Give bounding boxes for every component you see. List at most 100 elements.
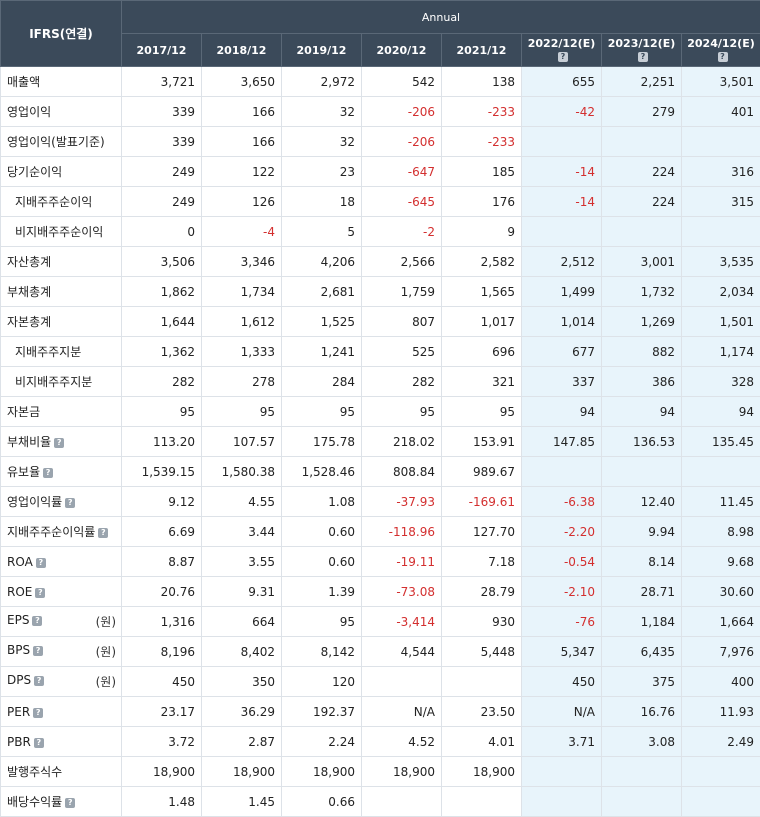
row-header: ROE? [1, 577, 122, 607]
value-cell: 1.39 [282, 577, 362, 607]
value-cell: 8,402 [202, 637, 282, 667]
value-cell [522, 787, 602, 817]
help-icon[interactable]: ? [43, 468, 53, 478]
value-cell: 224 [602, 157, 682, 187]
value-cell: 4.52 [362, 727, 442, 757]
value-cell: 6.69 [122, 517, 202, 547]
year-header-5: 2022/12(E)? [522, 34, 602, 67]
help-icon[interactable]: ? [718, 52, 728, 62]
value-cell: 655 [522, 67, 602, 97]
value-cell: 2.87 [202, 727, 282, 757]
value-cell: 1,184 [602, 607, 682, 637]
value-cell: 279 [602, 97, 682, 127]
value-cell [442, 667, 522, 697]
value-cell: 2.49 [682, 727, 760, 757]
value-cell: 375 [602, 667, 682, 697]
help-icon[interactable]: ? [54, 438, 64, 448]
value-cell: 4,206 [282, 247, 362, 277]
value-cell: 328 [682, 367, 760, 397]
value-cell: 8,142 [282, 637, 362, 667]
value-cell: 94 [522, 397, 602, 427]
help-icon[interactable]: ? [35, 588, 45, 598]
help-icon[interactable]: ? [36, 558, 46, 568]
help-icon[interactable]: ? [33, 646, 43, 656]
value-cell [362, 787, 442, 817]
row-label: 영업이익률 [7, 495, 62, 509]
value-cell: 5 [282, 217, 362, 247]
year-header-1: 2018/12 [202, 34, 282, 67]
value-cell: -206 [362, 127, 442, 157]
value-cell: 5,448 [442, 637, 522, 667]
row-header: 지배주주지분 [1, 337, 122, 367]
year-label: 2024/12(E) [687, 37, 755, 50]
year-header-0: 2017/12 [122, 34, 202, 67]
help-icon[interactable]: ? [33, 708, 43, 718]
value-cell: 127.70 [442, 517, 522, 547]
help-icon[interactable]: ? [34, 676, 44, 686]
row-label: ROE [7, 585, 32, 599]
value-cell: 11.45 [682, 487, 760, 517]
help-icon[interactable]: ? [98, 528, 108, 538]
year-header-7: 2024/12(E)? [682, 34, 760, 67]
value-cell: -4 [202, 217, 282, 247]
value-cell: 1,528.46 [282, 457, 362, 487]
help-icon[interactable]: ? [34, 738, 44, 748]
row-header: 매출액 [1, 67, 122, 97]
help-icon[interactable]: ? [65, 498, 75, 508]
value-cell: 3.71 [522, 727, 602, 757]
help-icon[interactable]: ? [65, 798, 75, 808]
value-cell: 1,732 [602, 277, 682, 307]
value-cell: -2.10 [522, 577, 602, 607]
value-cell: 120 [282, 667, 362, 697]
value-cell [522, 757, 602, 787]
value-cell: 7.18 [442, 547, 522, 577]
value-cell: -233 [442, 127, 522, 157]
value-cell: 138 [442, 67, 522, 97]
value-cell: 4.55 [202, 487, 282, 517]
year-header-4: 2021/12 [442, 34, 522, 67]
row-header: 배당수익률? [1, 787, 122, 817]
help-icon[interactable]: ? [638, 52, 648, 62]
value-cell: 278 [202, 367, 282, 397]
help-icon[interactable]: ? [32, 616, 42, 626]
help-icon[interactable]: ? [558, 52, 568, 62]
value-cell: -2 [362, 217, 442, 247]
value-cell: 8.98 [682, 517, 760, 547]
value-cell: -6.38 [522, 487, 602, 517]
row-label: 지배주주순이익 [15, 195, 92, 209]
value-cell: 1,759 [362, 277, 442, 307]
row-label: 지배주주지분 [15, 345, 81, 359]
value-cell: 0.60 [282, 547, 362, 577]
value-cell: 32 [282, 97, 362, 127]
value-cell: -206 [362, 97, 442, 127]
value-cell: 3,001 [602, 247, 682, 277]
value-cell: 1,580.38 [202, 457, 282, 487]
year-header-3: 2020/12 [362, 34, 442, 67]
value-cell: 4,544 [362, 637, 442, 667]
value-cell: 3.55 [202, 547, 282, 577]
value-cell: 1.45 [202, 787, 282, 817]
value-cell: 94 [602, 397, 682, 427]
value-cell [682, 787, 760, 817]
value-cell: 696 [442, 337, 522, 367]
value-cell: 2,034 [682, 277, 760, 307]
year-label: 2023/12(E) [608, 37, 676, 50]
row-label: 당기순이익 [7, 165, 62, 179]
value-cell: 2,972 [282, 67, 362, 97]
value-cell: N/A [362, 697, 442, 727]
value-cell [682, 457, 760, 487]
value-cell: 23.17 [122, 697, 202, 727]
row-header: 영업이익률? [1, 487, 122, 517]
value-cell: 9 [442, 217, 522, 247]
value-cell: 218.02 [362, 427, 442, 457]
value-cell: 4.01 [442, 727, 522, 757]
value-cell: -0.54 [522, 547, 602, 577]
value-cell: 36.29 [202, 697, 282, 727]
